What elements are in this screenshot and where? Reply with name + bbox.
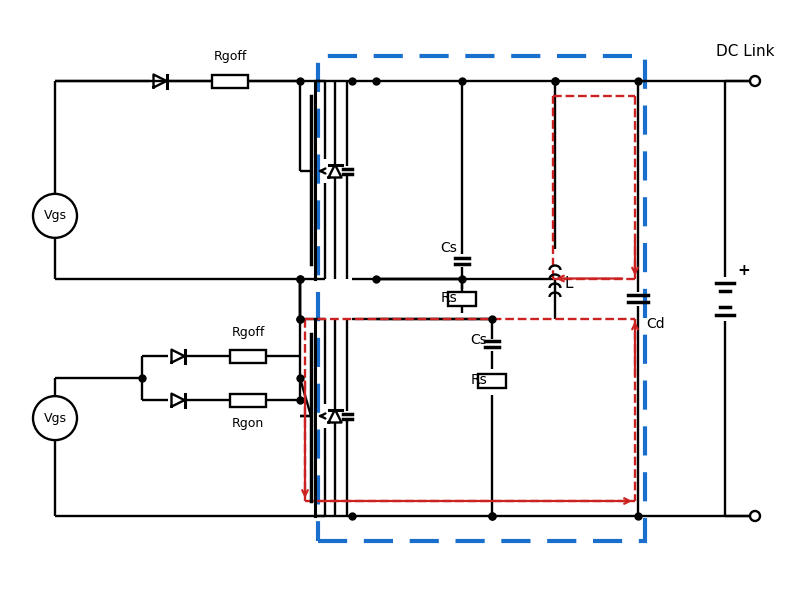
Text: L: L: [565, 276, 574, 291]
Bar: [478, 374, 506, 388]
Text: Rgon: Rgon: [232, 417, 264, 430]
Text: Rgoff: Rgoff: [231, 326, 265, 339]
Text: +: +: [737, 263, 750, 278]
Text: Cs: Cs: [470, 333, 487, 348]
Circle shape: [750, 511, 760, 521]
Text: Cd: Cd: [646, 317, 665, 330]
Circle shape: [33, 396, 77, 440]
Text: Rgoff: Rgoff: [214, 50, 246, 63]
Text: Vgs: Vgs: [43, 411, 66, 424]
Bar: [448, 291, 476, 306]
Bar: [212, 74, 248, 87]
Text: Rs: Rs: [470, 374, 487, 388]
Text: Vgs: Vgs: [43, 209, 66, 222]
Text: Rs: Rs: [440, 291, 457, 306]
Circle shape: [33, 194, 77, 238]
Text: DC Link: DC Link: [716, 44, 774, 59]
Bar: [230, 394, 266, 407]
Bar: [230, 350, 266, 363]
Circle shape: [750, 76, 760, 86]
Text: Cs: Cs: [440, 242, 457, 255]
